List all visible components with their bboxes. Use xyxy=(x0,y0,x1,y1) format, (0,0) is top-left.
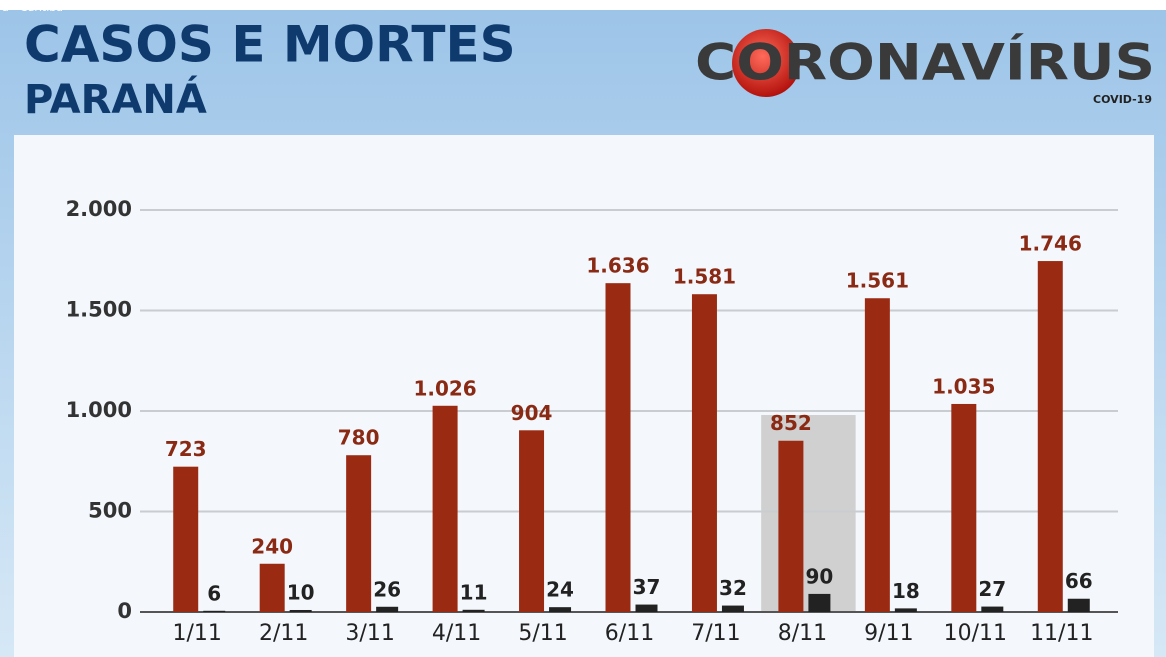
bar xyxy=(173,467,198,612)
value-label: 66 xyxy=(1065,569,1093,593)
value-label: 11 xyxy=(460,580,488,604)
chart: a - Curitiba CASOS E MORTES PARANÁ CORON… xyxy=(0,0,1166,657)
bar xyxy=(549,607,571,612)
bar xyxy=(1068,599,1090,612)
value-label: 6 xyxy=(207,581,221,605)
value-label: 1.035 xyxy=(932,374,995,398)
bar xyxy=(376,607,398,612)
bar xyxy=(981,607,1003,612)
value-label: 37 xyxy=(633,575,661,599)
value-label: 852 xyxy=(770,411,812,435)
bar xyxy=(895,608,917,612)
logo-subtitle: COVID-19 xyxy=(1093,93,1152,106)
value-label: 1.636 xyxy=(586,254,649,278)
x-tick-label: 11/11 xyxy=(1030,621,1093,646)
value-label: 723 xyxy=(165,437,207,461)
value-label: 1.746 xyxy=(1019,232,1082,256)
value-label: 10 xyxy=(287,580,315,604)
bar xyxy=(808,594,830,612)
value-label: 90 xyxy=(805,564,833,588)
value-label: 780 xyxy=(338,426,380,450)
value-label: 240 xyxy=(251,534,293,558)
x-tick-label: 8/11 xyxy=(778,621,827,646)
value-label: 24 xyxy=(546,578,574,602)
bar xyxy=(290,610,312,612)
bar xyxy=(260,564,285,612)
x-tick-label: 7/11 xyxy=(691,621,740,646)
x-tick-label: 2/11 xyxy=(259,621,308,646)
bar xyxy=(778,441,803,612)
value-label: 32 xyxy=(719,576,747,600)
y-tick-label: 500 xyxy=(88,499,132,523)
bar xyxy=(463,610,485,612)
x-tick-label: 9/11 xyxy=(864,621,913,646)
value-label: 1.581 xyxy=(673,265,736,289)
y-tick-label: 1.000 xyxy=(66,398,132,422)
bar xyxy=(1038,261,1063,612)
bar xyxy=(606,283,631,612)
logo-text: CORONAVÍRUS xyxy=(695,33,1155,92)
y-tick-label: 0 xyxy=(117,599,132,623)
value-label: 27 xyxy=(978,577,1006,601)
bar xyxy=(636,605,658,612)
bar xyxy=(722,606,744,612)
bar xyxy=(519,430,544,612)
y-tick-label: 2.000 xyxy=(66,197,132,221)
bar xyxy=(346,455,371,612)
value-label: 1.026 xyxy=(413,376,476,400)
value-label: 1.561 xyxy=(846,269,909,293)
bar xyxy=(433,406,458,612)
chart-title: CASOS E MORTES xyxy=(24,16,516,74)
bar xyxy=(692,294,717,612)
value-label: 904 xyxy=(511,401,553,425)
top-strip xyxy=(0,0,1166,10)
x-tick-label: 6/11 xyxy=(605,621,654,646)
bar xyxy=(203,611,225,612)
bar xyxy=(951,404,976,612)
watermark: a - Curitiba xyxy=(2,1,63,14)
bar xyxy=(865,298,890,612)
x-tick-label: 10/11 xyxy=(944,621,1007,646)
value-label: 26 xyxy=(373,577,401,601)
x-tick-label: 4/11 xyxy=(432,621,481,646)
x-tick-label: 3/11 xyxy=(345,621,394,646)
x-tick-label: 1/11 xyxy=(173,621,222,646)
y-tick-label: 1.500 xyxy=(66,298,132,322)
x-tick-label: 5/11 xyxy=(518,621,567,646)
chart-subtitle: PARANÁ xyxy=(24,75,207,123)
value-label: 18 xyxy=(892,579,920,603)
